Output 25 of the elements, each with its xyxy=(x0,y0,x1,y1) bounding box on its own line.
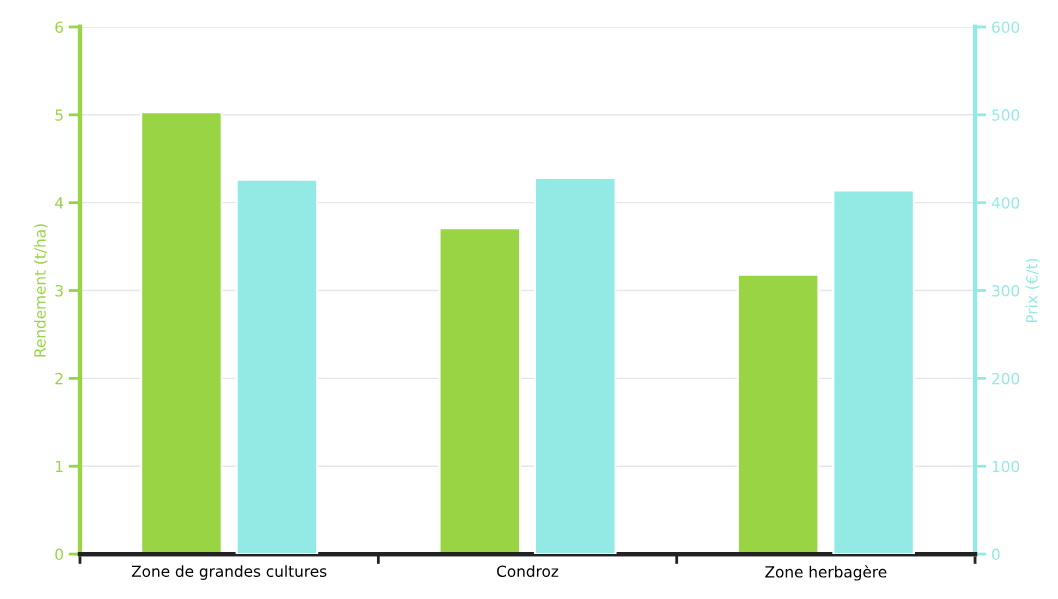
x-tick-label: Zone herbagère xyxy=(765,565,887,581)
y2-axis-title: Prix (€/t) xyxy=(1025,258,1040,323)
bar xyxy=(832,189,915,555)
x-tick-label: Condroz xyxy=(497,565,559,578)
y2-tick-label: 300 xyxy=(992,284,1020,297)
y2-tick-label: 0 xyxy=(992,548,1000,561)
y-tick-label: 1 xyxy=(55,460,63,473)
y2-tick-label: 500 xyxy=(992,109,1020,121)
bar xyxy=(235,178,319,555)
y-tick-label: 0 xyxy=(55,548,63,561)
bar xyxy=(140,111,223,555)
y2-tick-label: 400 xyxy=(991,197,1020,209)
x-tick-label: Zone de grandes cultures xyxy=(131,565,327,580)
bar xyxy=(736,273,820,555)
y-tick-label: 5 xyxy=(55,109,63,121)
y-axis-title: Rendement (t/ha) xyxy=(33,224,48,357)
bar xyxy=(533,177,617,555)
y-tick-label: 4 xyxy=(55,197,64,209)
bar xyxy=(438,227,522,555)
y2-tick-label: 100 xyxy=(992,460,1020,473)
y2-tick-label: 200 xyxy=(992,372,1020,385)
y-tick-label: 3 xyxy=(55,284,63,297)
y2-tick-label: 600 xyxy=(992,21,1020,33)
y-tick-label: 6 xyxy=(55,21,64,33)
y-tick-label: 2 xyxy=(55,372,63,385)
